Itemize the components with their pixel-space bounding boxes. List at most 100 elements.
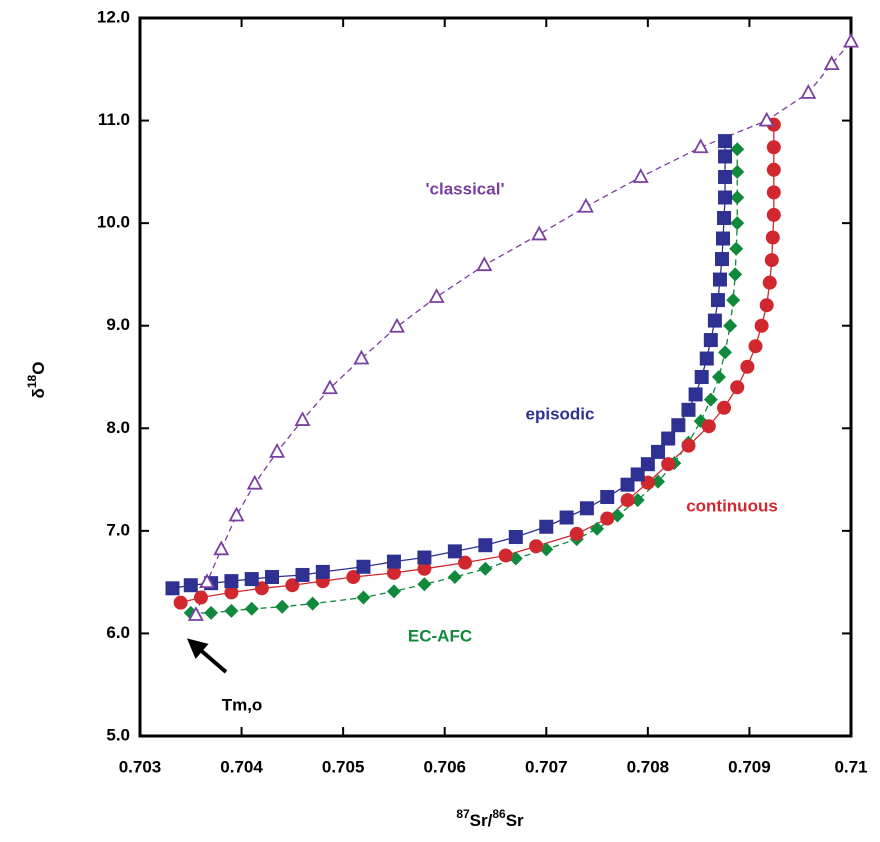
marker-triangle <box>577 197 594 213</box>
marker-diamond <box>730 216 745 231</box>
series-line <box>190 149 738 614</box>
marker-square <box>600 490 615 505</box>
marker-circle <box>766 140 781 155</box>
y-tick-label: 6.0 <box>106 623 130 642</box>
x-tick-label: 0.706 <box>423 757 466 776</box>
marker-triangle <box>823 55 840 71</box>
x-tick-label: 0.707 <box>525 757 568 776</box>
marker-square <box>718 169 733 184</box>
marker-square <box>688 387 703 402</box>
y-tick-label: 5.0 <box>106 725 130 744</box>
marker-triangle <box>321 379 338 395</box>
marker-diamond <box>386 584 401 599</box>
annotation: Tm,o <box>222 695 263 714</box>
y-tick-label: 7.0 <box>106 520 130 539</box>
marker-circle <box>730 380 745 395</box>
plot-frame <box>138 16 853 738</box>
marker-triangle <box>353 349 370 365</box>
marker-triangle <box>692 138 709 154</box>
marker-circle <box>766 162 781 177</box>
marker-triangle <box>213 540 230 556</box>
marker-triangle <box>228 506 245 522</box>
marker-diamond <box>356 590 371 605</box>
annotation-arrow <box>186 638 228 674</box>
marker-diamond <box>244 601 259 616</box>
marker-square <box>539 519 554 534</box>
marker-triangle <box>246 474 263 490</box>
marker-circle <box>224 585 239 600</box>
marker-circle <box>600 511 615 526</box>
marker-circle <box>386 565 401 580</box>
marker-circle <box>766 185 781 200</box>
marker-diamond <box>723 318 738 333</box>
marker-square <box>710 293 725 308</box>
marker-diamond <box>703 392 718 407</box>
marker-square <box>508 530 523 545</box>
marker-square <box>718 190 733 205</box>
marker-diamond <box>590 521 605 536</box>
marker-square <box>165 581 180 596</box>
series-label: EC-AFC <box>408 626 472 645</box>
marker-diamond <box>728 267 743 282</box>
marker-circle <box>529 539 544 554</box>
marker-square <box>244 572 259 587</box>
marker-circle <box>498 548 513 563</box>
y-axis-label-part: δ <box>29 388 48 398</box>
marker-square <box>707 313 722 328</box>
marker-square <box>224 574 239 589</box>
y-axis-label-part: 18 <box>25 374 39 388</box>
x-tick-label: 0.709 <box>728 757 771 776</box>
marker-diamond <box>275 599 290 614</box>
marker-square <box>386 554 401 569</box>
marker-diamond <box>729 241 744 256</box>
marker-circle <box>193 590 208 605</box>
marker-triangle <box>800 83 817 99</box>
marker-square <box>681 402 696 417</box>
marker-triangle <box>476 256 493 272</box>
x-tick-label: 0.704 <box>220 757 263 776</box>
marker-square <box>183 578 198 593</box>
marker-diamond <box>726 293 741 308</box>
marker-diamond <box>730 142 745 157</box>
series-line <box>172 141 726 589</box>
x-tick-label: 0.71 <box>834 757 867 776</box>
marker-triangle <box>428 288 445 303</box>
marker-square <box>356 559 371 574</box>
y-tick-label: 10.0 <box>97 213 130 232</box>
marker-square <box>715 252 730 267</box>
y-tick-label: 9.0 <box>106 315 130 334</box>
marker-circle <box>620 493 635 508</box>
marker-diamond <box>711 370 726 384</box>
marker-diamond <box>730 164 745 179</box>
marker-square <box>703 333 718 348</box>
marker-circle <box>748 339 763 354</box>
marker-circle <box>661 457 676 472</box>
marker-square <box>661 431 676 446</box>
marker-circle <box>717 400 732 415</box>
marker-triangle <box>199 573 216 589</box>
marker-square <box>579 501 594 516</box>
marker-square <box>559 510 574 525</box>
marker-diamond <box>651 474 666 489</box>
marker-circle <box>173 595 188 610</box>
marker-square <box>718 149 733 164</box>
marker-square <box>717 211 732 226</box>
marker-square <box>718 134 733 149</box>
marker-circle <box>701 419 716 434</box>
x-axis-label: 87Sr/86Sr <box>456 807 524 830</box>
marker-circle <box>765 230 780 245</box>
marker-square <box>694 370 709 384</box>
marker-circle <box>762 275 777 290</box>
x-tick-label: 0.705 <box>322 757 365 776</box>
marker-square <box>712 272 727 287</box>
marker-triangle <box>531 225 548 241</box>
marker-diamond <box>305 596 320 611</box>
marker-circle <box>569 526 584 541</box>
marker-circle <box>681 438 696 453</box>
y-axis-label-part: O <box>29 362 48 375</box>
marker-triangle <box>269 442 286 458</box>
y-tick-label: 11.0 <box>98 110 130 129</box>
marker-square <box>447 544 462 559</box>
x-axis-label-part: Sr/ <box>470 811 493 830</box>
series-label: 'classical' <box>426 179 505 198</box>
